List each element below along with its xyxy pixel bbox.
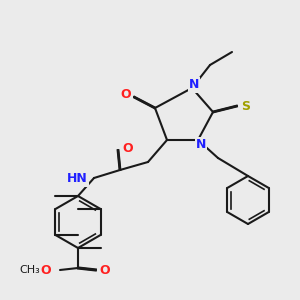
Text: O: O bbox=[121, 88, 131, 101]
Text: O: O bbox=[123, 142, 133, 154]
Text: N: N bbox=[189, 79, 199, 92]
Text: S: S bbox=[242, 100, 250, 112]
Text: HN: HN bbox=[67, 172, 88, 185]
Text: O: O bbox=[41, 263, 51, 277]
Text: N: N bbox=[196, 139, 206, 152]
Text: O: O bbox=[100, 263, 110, 277]
Text: CH₃: CH₃ bbox=[20, 265, 40, 275]
